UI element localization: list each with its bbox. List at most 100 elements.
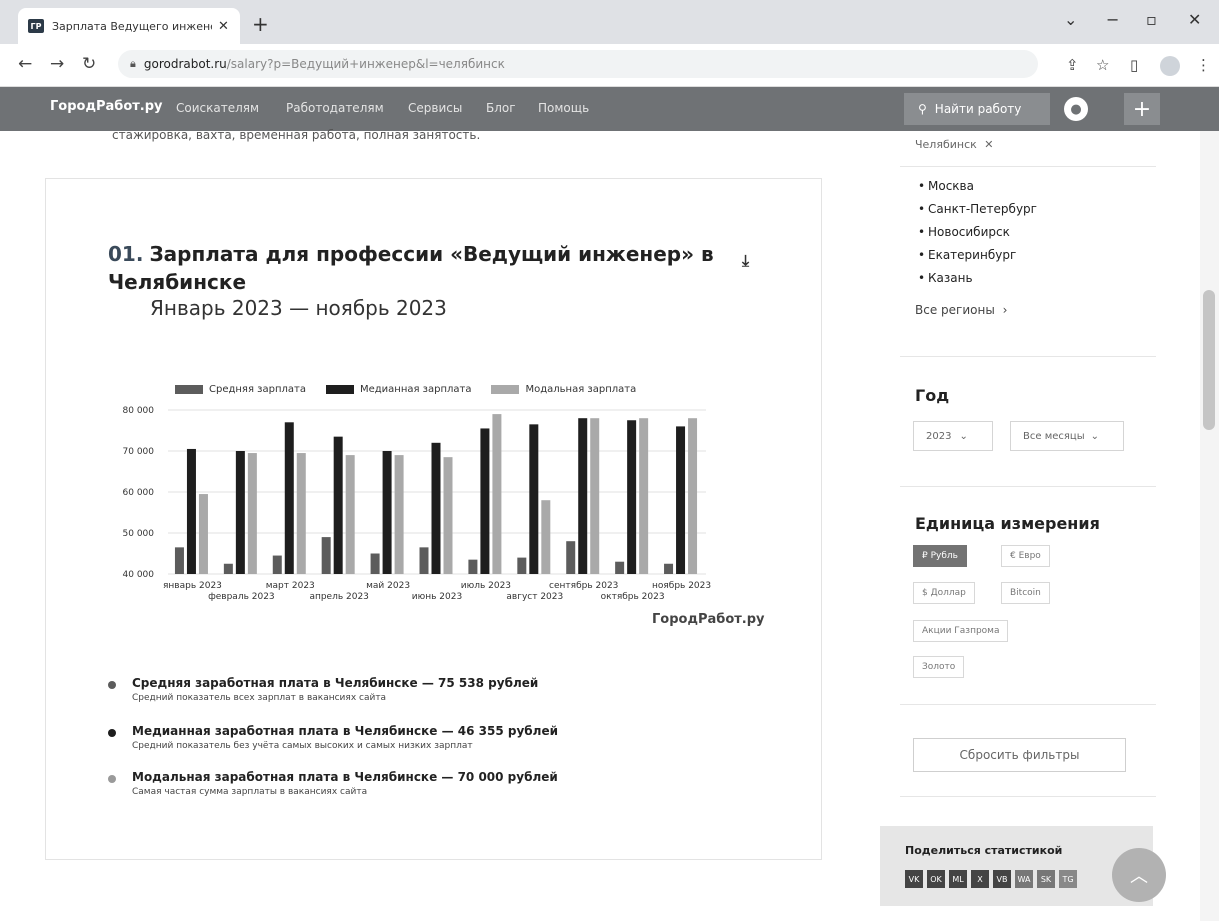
- year-heading: Год: [915, 386, 950, 405]
- viber-icon[interactable]: VB: [993, 870, 1011, 888]
- salary-bar-chart: 40 000 50 000 60 000 70 000 80 000 январь 202…: [123, 406, 712, 602]
- all-regions-link[interactable]: Все регионы ›: [915, 303, 1007, 317]
- bar-modal: [688, 418, 698, 574]
- city-link-spb[interactable]: • Санкт-Петербург: [918, 202, 1037, 216]
- add-vacancy-button[interactable]: +: [1124, 93, 1160, 125]
- scrollbar-thumb[interactable]: [1203, 290, 1215, 430]
- vk-icon[interactable]: VK: [905, 870, 923, 888]
- legend-swatch: [175, 384, 203, 394]
- city-name: Екатеринбург: [928, 248, 1017, 262]
- bar-modal: [492, 414, 502, 574]
- divider: [900, 704, 1156, 705]
- unit-euro-button[interactable]: € Евро: [1001, 545, 1050, 567]
- x-tick-label: январь 2023: [163, 581, 222, 591]
- site-logo[interactable]: ГородРабот.ру: [50, 99, 163, 114]
- tab-title: Зарплата Ведущего инженера: [52, 19, 212, 33]
- bar-average: [468, 559, 478, 574]
- year-select[interactable]: 2023 ⌄: [913, 421, 993, 451]
- whatsapp-icon[interactable]: WA: [1015, 870, 1033, 888]
- x-tick-label: сентябрь 2023: [549, 581, 618, 591]
- bar-modal: [590, 418, 600, 574]
- side-panel-icon[interactable]: ▯: [1130, 56, 1139, 74]
- x-tick-label: июль 2023: [461, 581, 511, 591]
- legend-item-average[interactable]: Средняя зарплата: [175, 384, 306, 395]
- nav-link-help[interactable]: Помощь: [538, 101, 590, 115]
- bookmark-star-icon[interactable]: ☆: [1096, 56, 1110, 74]
- new-tab-icon[interactable]: +: [252, 12, 269, 36]
- active-city-filter[interactable]: Челябинск ✕: [915, 138, 994, 151]
- forward-icon[interactable]: →: [50, 54, 65, 74]
- scroll-to-top-button[interactable]: ︿: [1112, 848, 1166, 902]
- chart-legend: Средняя зарплата Медианная зарплата Мода…: [175, 378, 656, 400]
- telegram-icon[interactable]: TG: [1059, 870, 1077, 888]
- nav-link-employers[interactable]: Работодателям: [286, 101, 384, 115]
- year-value: 2023: [926, 430, 952, 442]
- profile-avatar-icon[interactable]: [1160, 56, 1180, 76]
- twitter-x-icon[interactable]: X: [971, 870, 989, 888]
- city-link-ekaterinburg[interactable]: • Екатеринбург: [918, 248, 1017, 262]
- maximize-icon[interactable]: ▫: [1146, 10, 1157, 29]
- city-name: Москва: [928, 179, 974, 193]
- close-icon[interactable]: ✕: [218, 18, 229, 34]
- bar-median: [186, 448, 196, 574]
- download-icon[interactable]: ⤓: [742, 251, 750, 270]
- bar-modal: [345, 455, 355, 574]
- reset-filters-button[interactable]: Сбросить фильтры: [913, 738, 1126, 772]
- menu-dots-icon[interactable]: ⋮: [1196, 56, 1211, 74]
- nav-link-jobseekers[interactable]: Соискателям: [176, 101, 260, 115]
- lock-icon: 🔒︎: [130, 57, 136, 70]
- skype-icon[interactable]: SK: [1037, 870, 1055, 888]
- remove-filter-icon[interactable]: ✕: [984, 138, 994, 151]
- legend-label: Средняя зарплата: [209, 383, 306, 395]
- minimize-icon[interactable]: −: [1106, 10, 1120, 29]
- url-input[interactable]: 🔒︎ gorodrabot.ru/salary?p=Ведущий+инжене…: [118, 50, 1038, 78]
- stat-desc: Самая частая сумма зарплаты в вакансиях …: [132, 787, 368, 797]
- unit-gazprom-button[interactable]: Акции Газпрома: [913, 620, 1009, 642]
- nav-link-services[interactable]: Сервисы: [408, 101, 463, 115]
- stat-title: Средняя заработная плата в Челябинске — …: [132, 676, 539, 690]
- share-icon[interactable]: ⇪: [1066, 56, 1079, 74]
- city-link-novosibirsk[interactable]: • Новосибирск: [918, 225, 1010, 239]
- divider: [900, 356, 1156, 357]
- city-link-kazan[interactable]: • Казань: [918, 271, 973, 285]
- city-link-moscow[interactable]: • Москва: [918, 179, 974, 193]
- unit-bitcoin-button[interactable]: Bitcoin: [1001, 582, 1050, 604]
- back-icon[interactable]: ←: [18, 54, 33, 74]
- find-job-button[interactable]: ⚲ Найти работу: [904, 93, 1050, 125]
- bar-median: [235, 451, 245, 574]
- legend-item-median[interactable]: Медианная зарплата: [325, 384, 471, 395]
- user-account-icon[interactable]: ●: [1064, 97, 1088, 121]
- city-name: Новосибирск: [928, 225, 1010, 239]
- unit-ruble-button[interactable]: ₽ Рубль: [913, 545, 967, 567]
- bar-average: [664, 563, 674, 574]
- reload-icon[interactable]: ↻: [82, 54, 97, 74]
- bar-median: [382, 451, 392, 574]
- legend-item-modal[interactable]: Модальная зарплата: [491, 384, 636, 395]
- browser-tab[interactable]: ГР Зарплата Ведущего инженера ✕: [18, 8, 240, 44]
- unit-dollar-button[interactable]: $ Доллар: [913, 582, 975, 604]
- x-tick-label: май 2023: [366, 581, 410, 591]
- site-navbar: ГородРабот.ру Соискателям Работодателям …: [0, 87, 1219, 131]
- city-name: Санкт-Петербург: [928, 202, 1037, 216]
- window-close-icon[interactable]: ✕: [1188, 10, 1202, 29]
- section-number: 01.: [108, 242, 144, 266]
- bar-modal: [639, 418, 649, 574]
- nav-link-blog[interactable]: Блог: [486, 101, 516, 115]
- odnoklassniki-icon[interactable]: OK: [927, 870, 945, 888]
- bar-average: [272, 555, 282, 574]
- unit-gold-button[interactable]: Золото: [913, 656, 965, 678]
- legend-label: Модальная зарплата: [525, 383, 637, 395]
- scrollbar[interactable]: [1200, 131, 1219, 921]
- chart-watermark: ГородРабот.ру: [652, 612, 765, 627]
- legend-swatch: [491, 384, 520, 394]
- bar-modal: [198, 494, 208, 574]
- x-tick-label: апрель 2023: [309, 592, 368, 602]
- tab-search-icon[interactable]: ⌄: [1064, 10, 1078, 29]
- stat-title: Модальная заработная плата в Челябинске …: [132, 770, 558, 784]
- bar-modal: [296, 453, 306, 574]
- bar-modal: [247, 453, 257, 574]
- url-path: /salary?p=Ведущий+инженер&l=челябинск: [226, 57, 505, 71]
- month-select[interactable]: Все месяцы ⌄: [1010, 421, 1124, 451]
- period-subtitle: Январь 2023 — ноябрь 2023: [150, 296, 447, 320]
- mail-ru-icon[interactable]: ML: [949, 870, 967, 888]
